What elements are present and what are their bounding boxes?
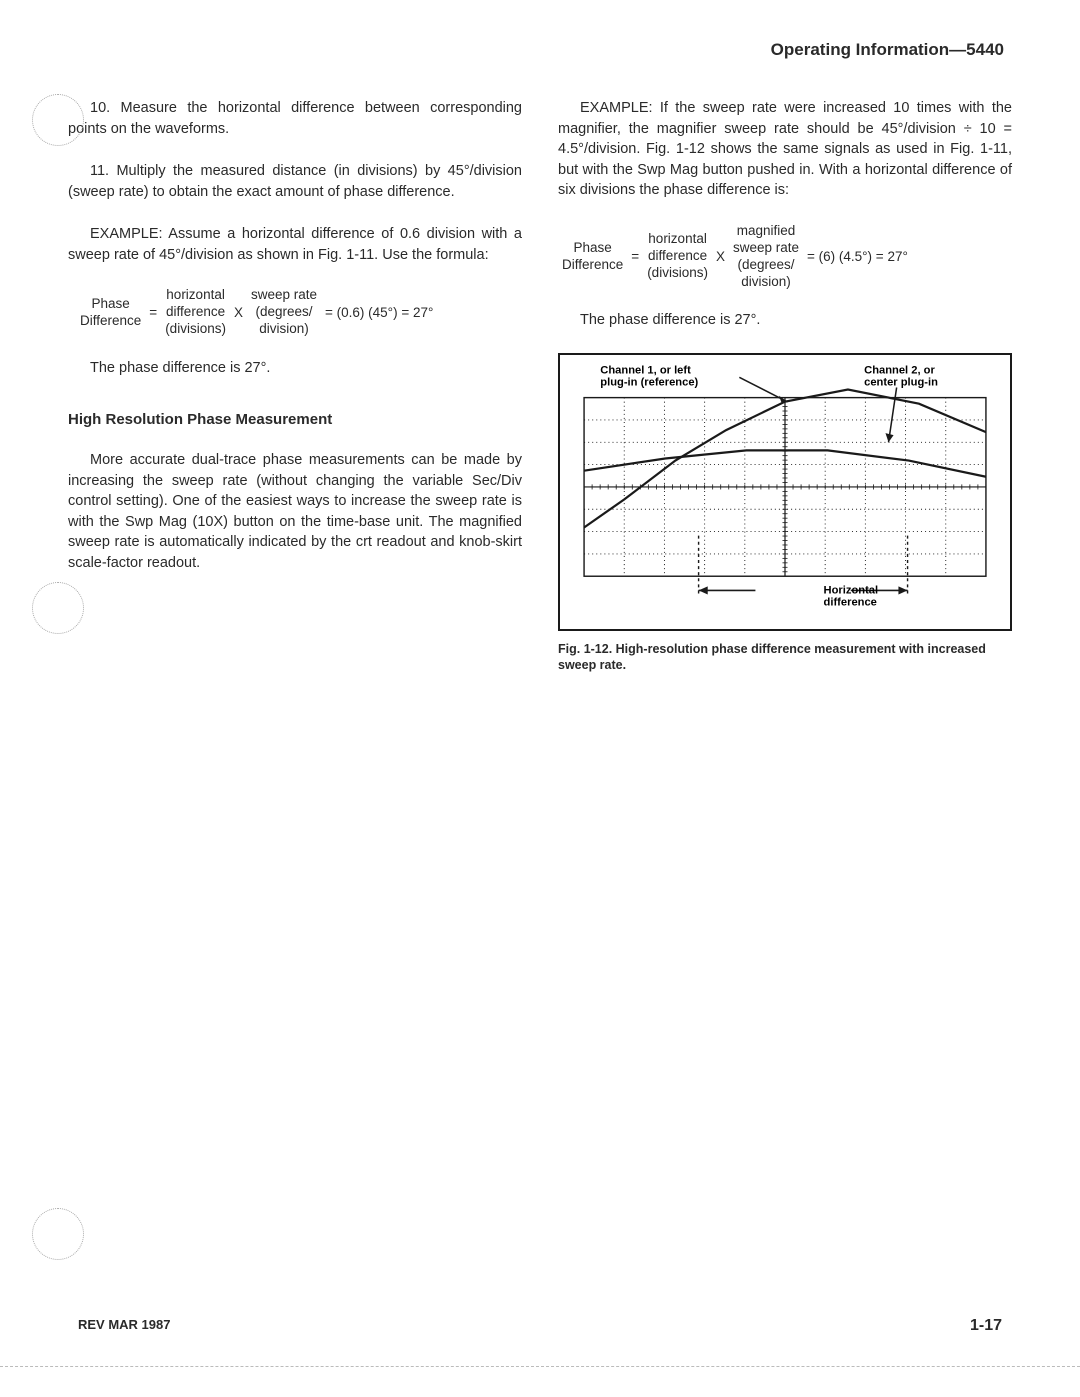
- two-column-layout: 10. Measure the horizontal difference be…: [68, 98, 1012, 673]
- right-column: EXAMPLE: If the sweep rate were increase…: [558, 98, 1012, 673]
- example-intro: EXAMPLE: Assume a horizontal difference …: [68, 224, 522, 265]
- high-res-para: More accurate dual-trace phase measureme…: [68, 450, 522, 573]
- left-column: 10. Measure the horizontal difference be…: [68, 98, 522, 673]
- revision-date: REV MAR 1987: [78, 1317, 170, 1335]
- page-bottom-rule: [0, 1366, 1080, 1367]
- phase-result-right: The phase difference is 27°.: [558, 310, 1012, 331]
- ch2-label: Channel 2, or center plug-in: [864, 364, 938, 388]
- phase-formula-left: Phase Difference = horizontal difference…: [80, 287, 522, 338]
- figure-caption: Fig. 1-12. High-resolution phase differe…: [558, 641, 1012, 674]
- section-heading: High Resolution Phase Measurement: [68, 409, 522, 430]
- step-10: 10. Measure the horizontal difference be…: [68, 98, 522, 139]
- oscilloscope-figure: Channel 1, or left plug-in (reference) C…: [558, 353, 1012, 631]
- page-header: Operating Information—5440: [68, 40, 1012, 60]
- hdiff-label: Horizontal difference: [824, 584, 882, 608]
- oscilloscope-svg: Channel 1, or left plug-in (reference) C…: [560, 355, 1010, 629]
- example-right: EXAMPLE: If the sweep rate were increase…: [558, 98, 1012, 201]
- ch1-label: Channel 1, or left plug-in (reference): [600, 364, 698, 388]
- page-content: Operating Information—5440 10. Measure t…: [0, 0, 1080, 713]
- binder-hole-mark: [32, 94, 84, 146]
- binder-hole-mark: [32, 582, 84, 634]
- binder-hole-mark: [32, 1208, 84, 1260]
- page-footer: REV MAR 1987 1-17: [78, 1317, 1002, 1335]
- page-number: 1-17: [970, 1317, 1002, 1335]
- phase-formula-right: Phase Difference = horizontal difference…: [562, 223, 1012, 291]
- step-11: 11. Multiply the measured distance (in d…: [68, 161, 522, 202]
- phase-result: The phase difference is 27°.: [68, 358, 522, 379]
